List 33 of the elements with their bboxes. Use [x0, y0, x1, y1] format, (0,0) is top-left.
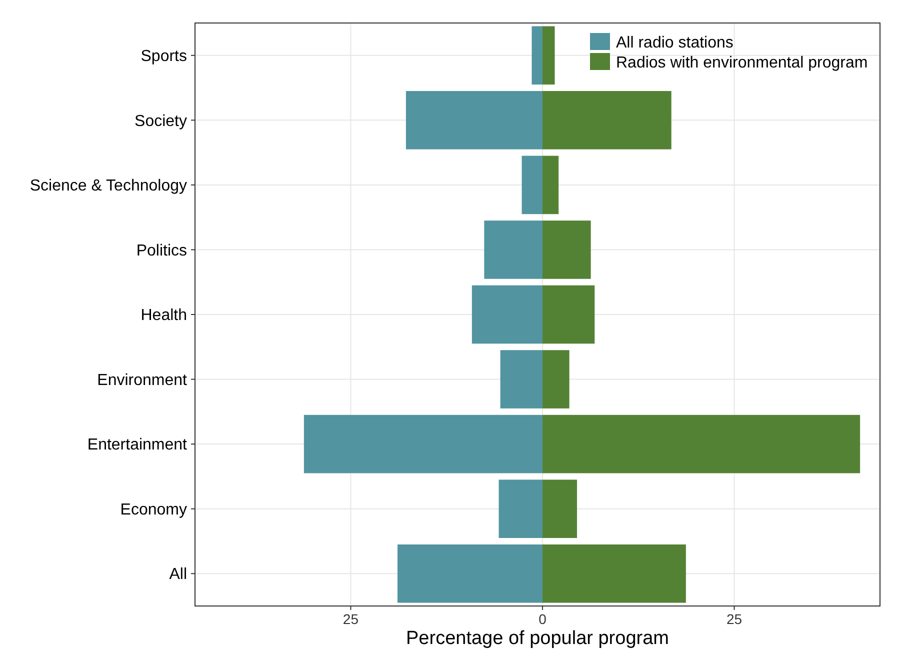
x-tick-label: 25 [726, 611, 742, 627]
bar [304, 414, 542, 474]
bar [500, 350, 542, 408]
bar [542, 91, 672, 150]
bar [542, 480, 578, 538]
x-axis-title: Percentage of popular program [406, 628, 669, 649]
x-tick-label: 25 [342, 611, 359, 627]
bar [532, 26, 542, 85]
y-tick-label: Sports [140, 48, 187, 65]
legend-label: All radio stations [616, 34, 734, 52]
y-tick-label: Science & Technology [30, 178, 187, 195]
y-tick-label: Environment [97, 372, 188, 389]
bar [542, 26, 555, 85]
bar [398, 544, 542, 603]
bar [542, 350, 570, 408]
bar [484, 220, 542, 279]
y-tick-label: All [169, 566, 187, 584]
bar [472, 285, 542, 344]
legend-label: Radios with environmental program [616, 54, 868, 72]
bar [498, 480, 542, 538]
bar [542, 156, 559, 214]
bar [522, 156, 542, 214]
y-tick-label: Health [140, 307, 187, 324]
x-tick-label: 0 [538, 611, 547, 627]
bar [542, 220, 591, 279]
bar [542, 414, 860, 474]
bar [542, 544, 686, 603]
bar [542, 285, 595, 344]
y-tick-label: Economy [120, 501, 187, 518]
y-tick-label: Politics [136, 242, 187, 260]
y-tick-label: Entertainment [87, 436, 188, 454]
y-tick-label: Society [134, 112, 187, 130]
bar [406, 91, 542, 150]
